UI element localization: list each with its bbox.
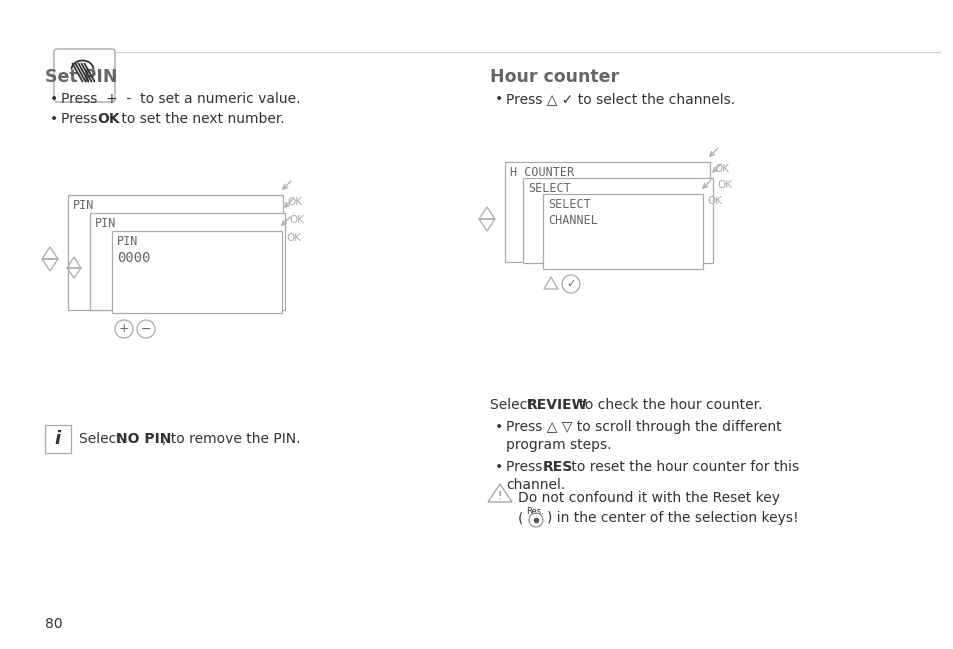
Text: ✓: ✓ bbox=[566, 279, 575, 289]
Text: •: • bbox=[50, 112, 58, 126]
Text: , to remove the PIN.: , to remove the PIN. bbox=[162, 432, 300, 446]
Text: OK: OK bbox=[289, 215, 304, 225]
Text: to check the hour counter.: to check the hour counter. bbox=[575, 398, 761, 412]
Bar bbox=[90, 213, 285, 310]
Text: •: • bbox=[50, 92, 58, 106]
Text: OK: OK bbox=[286, 233, 301, 243]
Text: Press: Press bbox=[505, 460, 546, 474]
Text: Hour counter: Hour counter bbox=[490, 68, 618, 86]
Bar bbox=[522, 178, 712, 263]
Bar bbox=[112, 231, 282, 313]
Text: to set the next number.: to set the next number. bbox=[117, 112, 284, 126]
Text: NO PIN: NO PIN bbox=[116, 432, 172, 446]
Text: OK: OK bbox=[97, 112, 119, 126]
Text: SELECT: SELECT bbox=[547, 198, 590, 211]
Text: !: ! bbox=[497, 491, 501, 501]
Bar bbox=[45, 425, 71, 453]
Bar bbox=[68, 195, 283, 310]
Text: H COUNTER: H COUNTER bbox=[510, 166, 574, 179]
Text: Res.: Res. bbox=[525, 508, 543, 517]
Text: OK: OK bbox=[717, 180, 731, 190]
Text: i: i bbox=[55, 430, 61, 448]
Text: +: + bbox=[118, 323, 130, 336]
Text: •: • bbox=[495, 460, 503, 474]
Text: RES: RES bbox=[542, 460, 573, 474]
Text: PIN: PIN bbox=[73, 199, 94, 212]
Text: Press  +  -  to set a numeric value.: Press + - to set a numeric value. bbox=[61, 92, 300, 106]
Text: Select: Select bbox=[79, 432, 126, 446]
Text: Select: Select bbox=[490, 398, 537, 412]
Text: SELECT: SELECT bbox=[527, 182, 570, 195]
Text: REVIEW: REVIEW bbox=[526, 398, 587, 412]
Text: (: ( bbox=[517, 511, 523, 525]
Text: to reset the hour counter for this: to reset the hour counter for this bbox=[566, 460, 799, 474]
Text: 80: 80 bbox=[45, 617, 63, 631]
Text: CHANNEL: CHANNEL bbox=[547, 214, 598, 227]
Text: Press △ ✓ to select the channels.: Press △ ✓ to select the channels. bbox=[505, 92, 735, 106]
Text: channel.: channel. bbox=[505, 478, 565, 492]
Text: PIN: PIN bbox=[117, 235, 138, 248]
Bar bbox=[504, 162, 709, 262]
Text: ) in the center of the selection keys!: ) in the center of the selection keys! bbox=[546, 511, 798, 525]
Text: −: − bbox=[141, 323, 152, 336]
Text: OK: OK bbox=[706, 196, 721, 206]
Text: Press: Press bbox=[61, 112, 102, 126]
Text: •: • bbox=[495, 420, 503, 434]
Text: program steps.: program steps. bbox=[505, 438, 611, 452]
Text: OK: OK bbox=[287, 197, 302, 207]
FancyBboxPatch shape bbox=[54, 49, 115, 102]
Text: Do not confound it with the Reset key: Do not confound it with the Reset key bbox=[517, 491, 780, 505]
Text: 0000: 0000 bbox=[117, 251, 151, 265]
Text: OK: OK bbox=[713, 164, 728, 174]
Text: •: • bbox=[495, 92, 503, 106]
Bar bbox=[542, 194, 702, 269]
Text: Set PIN: Set PIN bbox=[45, 68, 117, 86]
Text: PIN: PIN bbox=[95, 217, 116, 230]
Text: Press △ ▽ to scroll through the different: Press △ ▽ to scroll through the differen… bbox=[505, 420, 781, 434]
